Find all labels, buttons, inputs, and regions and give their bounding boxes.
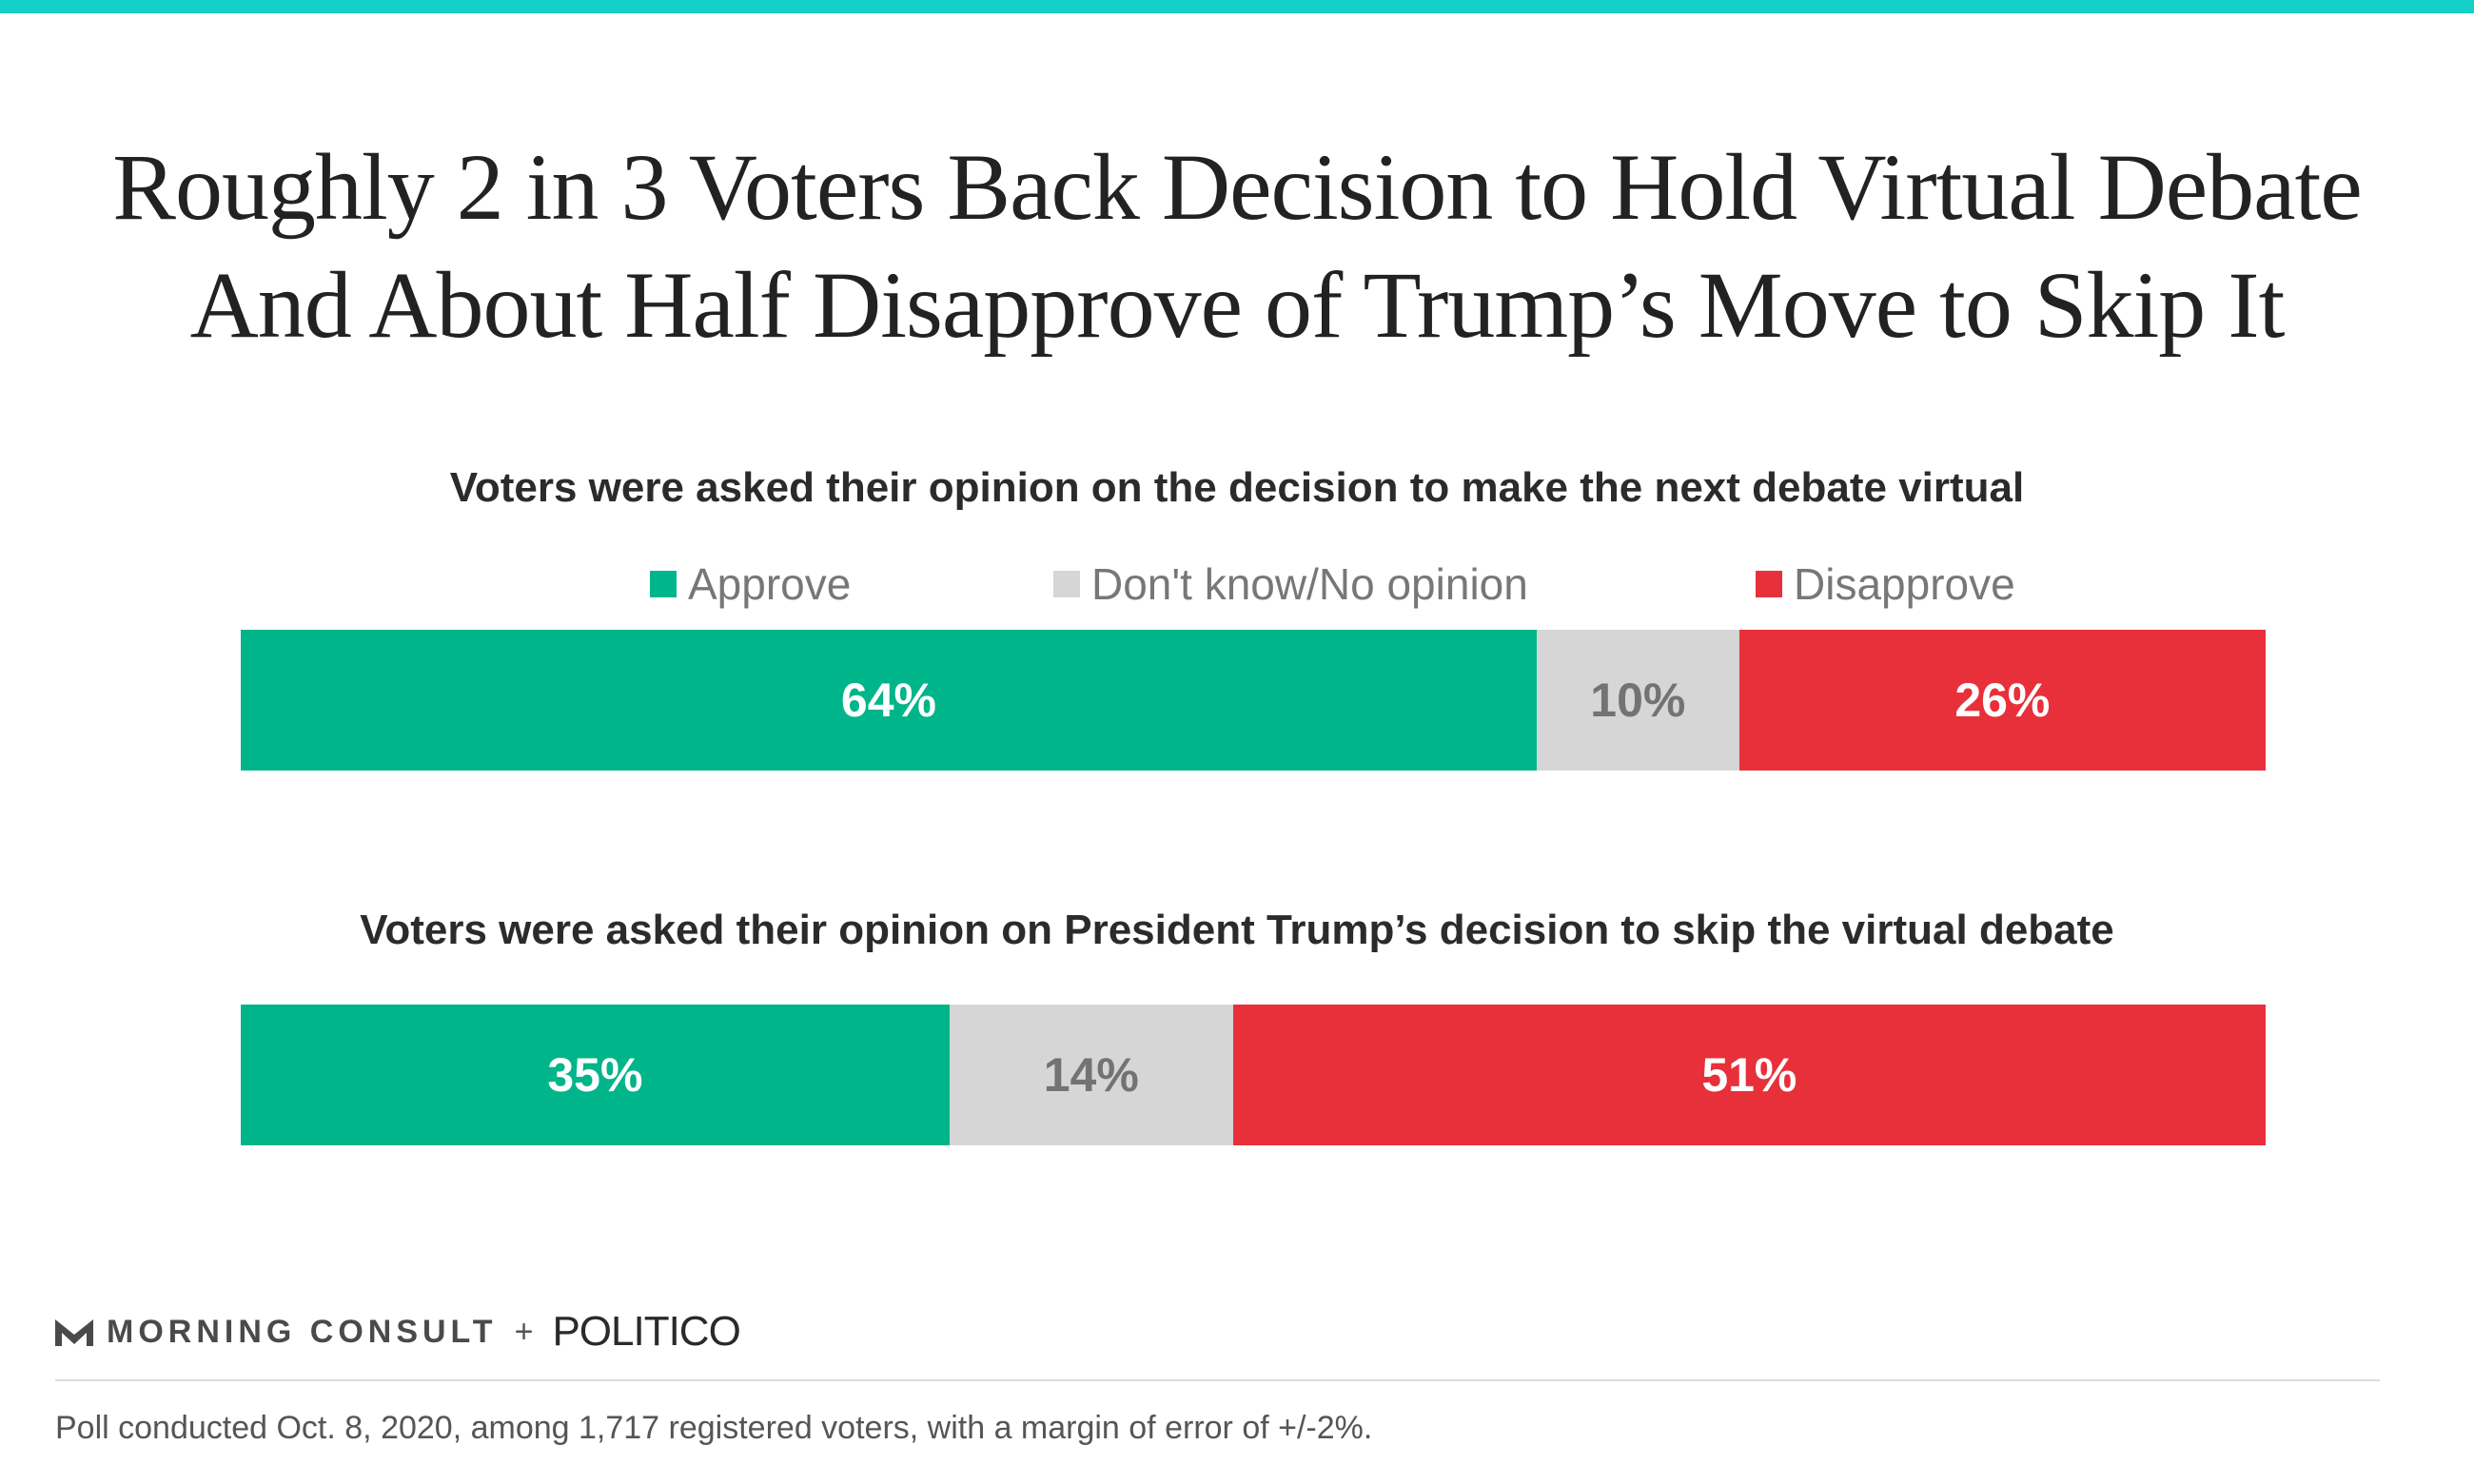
question-2-label: Voters were asked their opinion on Presi… [360, 907, 2114, 953]
legend-item-disapprove: Disapprove [1756, 558, 2015, 610]
chart-title-line-2: And About Half Disapprove of Trump’s Mov… [189, 252, 2286, 358]
bar-segment-disapprove: 51% [1232, 1005, 2266, 1145]
legend: Approve Don't know/No opinion Disapprove [0, 558, 2474, 615]
chart-title: Roughly 2 in 3 Voters Back Decision to H… [0, 128, 2474, 364]
legend-swatch-dont-know [1053, 571, 1080, 597]
plus-sign: + [514, 1313, 534, 1350]
bar-segment-disapprove: 26% [1738, 630, 2266, 771]
data-label-disapprove: 51% [1701, 1048, 1797, 1102]
bar-row-trump-skip: 35% 14% 51% [241, 1005, 2266, 1145]
bar-segment-approve: 64% [241, 630, 1537, 771]
legend-label-disapprove: Disapprove [1794, 559, 2015, 609]
methodology-note: Poll conducted Oct. 8, 2020, among 1,717… [55, 1410, 1373, 1446]
data-label-dont-know: 10% [1590, 674, 1686, 727]
morning-consult-logo-icon [55, 1319, 93, 1346]
bar-row-virtual-debate: 64% 10% 26% [241, 630, 2266, 771]
top-accent-rule [0, 0, 2474, 13]
footer-logos: MORNING CONSULT + POLITICO [55, 1308, 741, 1356]
morning-consult-wordmark: MORNING CONSULT [107, 1313, 498, 1350]
bar-segment-approve: 35% [241, 1005, 950, 1145]
politico-wordmark: POLITICO [552, 1308, 740, 1355]
data-label-approve: 35% [547, 1048, 643, 1102]
legend-item-dont-know: Don't know/No opinion [1053, 558, 1528, 610]
chart-title-line-1: Roughly 2 in 3 Voters Back Decision to H… [112, 134, 2362, 240]
data-label-disapprove: 26% [1954, 674, 2051, 727]
legend-swatch-disapprove [1756, 571, 1782, 597]
data-label-approve: 64% [840, 674, 936, 727]
question-1-label: Voters were asked their opinion on the d… [449, 464, 2025, 511]
legend-label-dont-know: Don't know/No opinion [1091, 559, 1528, 609]
bar-segment-dont-know: 10% [1536, 630, 1739, 771]
legend-item-approve: Approve [650, 558, 851, 610]
data-label-dont-know: 14% [1043, 1048, 1139, 1102]
legend-swatch-approve [650, 571, 677, 597]
bar-segment-dont-know: 14% [949, 1005, 1233, 1145]
footer-divider [55, 1379, 2380, 1381]
legend-label-approve: Approve [688, 559, 852, 609]
